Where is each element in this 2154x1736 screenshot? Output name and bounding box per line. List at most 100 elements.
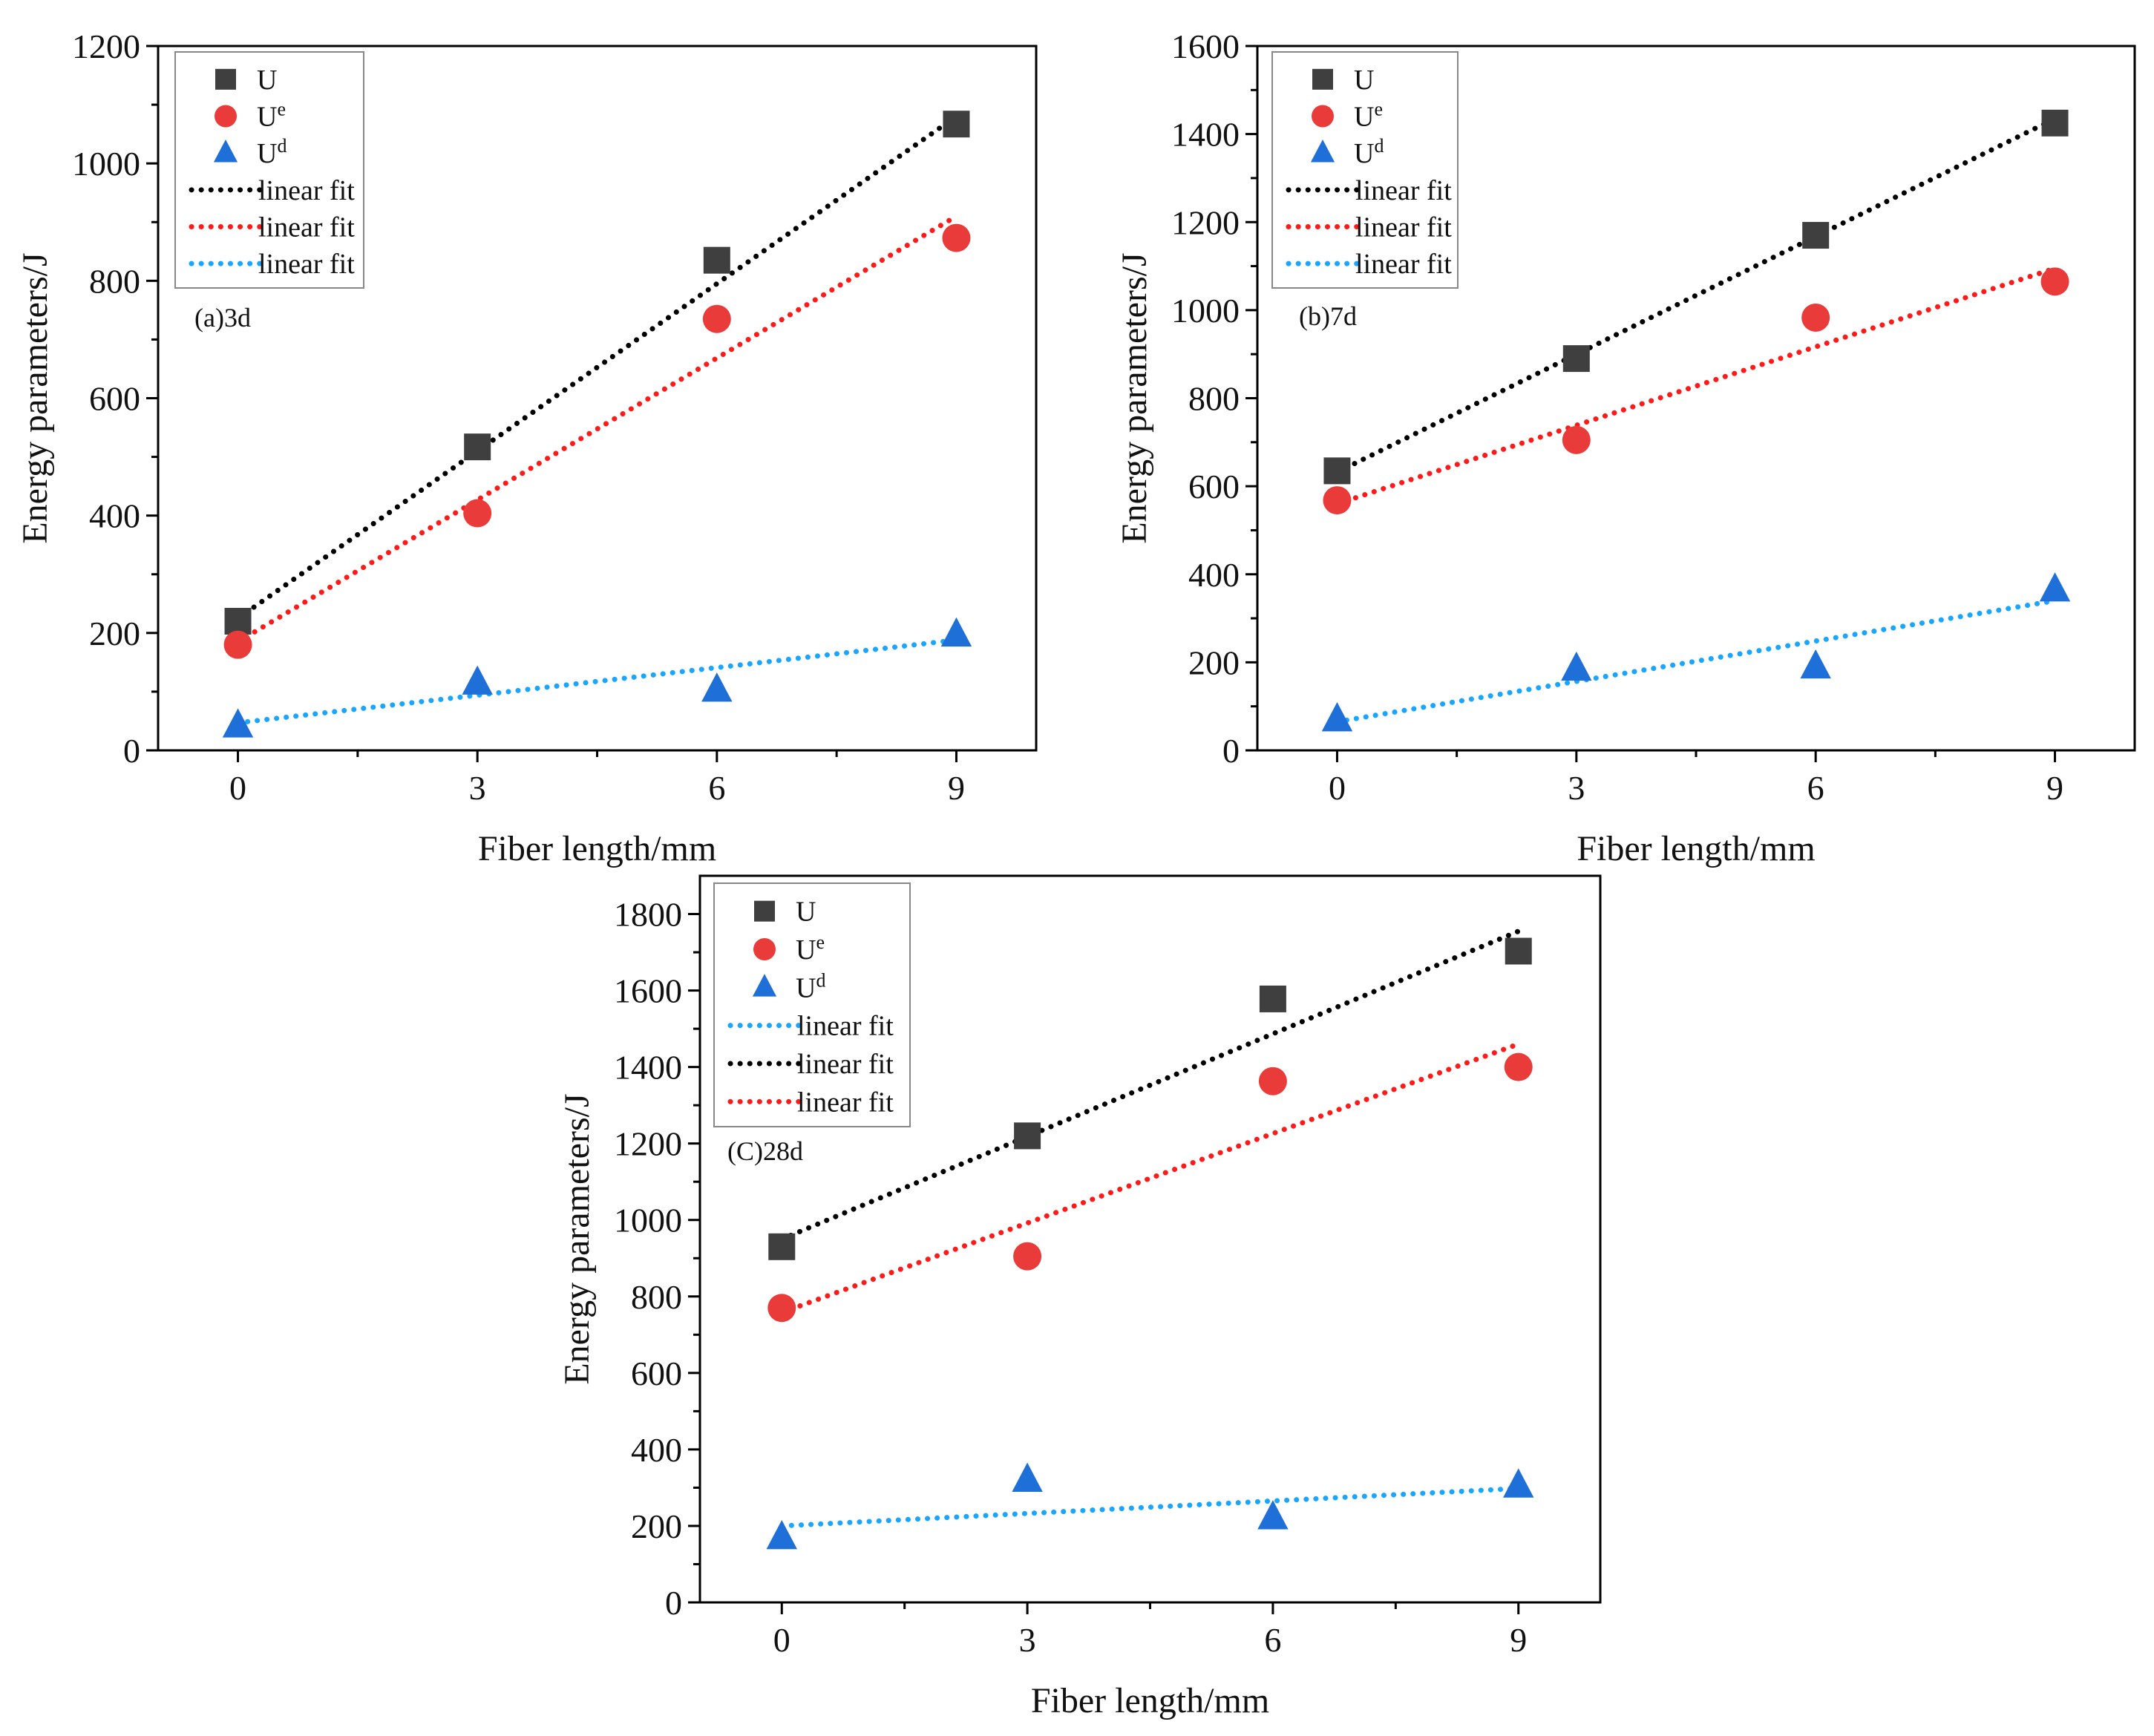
legend-label-main: U [257,138,277,169]
data-point-U [1562,345,1590,373]
legend-label-main: U [796,897,816,928]
legend-fit-label: linear fit [797,1087,894,1118]
legend-label-main: U [1354,65,1374,96]
chart-panel-b: 0 200 400 600 800 1000 1200 1400 1600 0 3 6 9 Fiber l… [1115,27,2136,868]
data-point-U [2041,109,2069,137]
legend-marker-U [1312,68,1333,90]
legend-label-main: U [796,972,816,1003]
legend-label-main: U [796,934,816,966]
legend-marker-Ud [1310,139,1335,163]
fit-line-Ud [235,637,959,726]
data-point-Ue [223,630,252,659]
x-axis-title: Fiber length/mm [1031,1681,1269,1720]
data-point-Ue [1562,425,1591,454]
legend-marker-U [754,900,775,922]
y-tick-label: 400 [1188,556,1240,594]
legend-label-main: U [257,65,277,96]
x-tick-label: 0 [229,769,246,807]
y-tick-label: 1400 [1171,116,1240,154]
data-point-U [1323,457,1351,485]
fit-line-U [1334,116,2058,475]
x-tick-label: 3 [469,769,486,807]
y-tick-label: 600 [1188,468,1240,505]
legend-box [713,882,911,1127]
y-tick-label: 600 [631,1355,682,1392]
data-point-Ud [1257,1500,1289,1530]
y-tick-label: 800 [631,1278,682,1316]
y-axis-title: Energy parameters/J [16,252,55,543]
chart-panel-c: 0 200 400 600 800 1000 1200 1400 1600 1800 0 3 6 9 Fib… [557,874,1602,1720]
y-tick-label: 800 [89,262,140,300]
panel-label: (C)28d [727,1136,803,1166]
legend-box [174,51,364,289]
legend-marker-Ue [215,105,237,128]
legend-fit-label: linear fit [1355,175,1452,206]
data-point-Ud [222,708,254,738]
data-point-U [464,433,491,461]
legend-label: U [257,65,277,96]
data-point-Ud [2039,572,2071,602]
legend-marker-U [215,68,236,90]
fit-line-Ue [779,1041,1522,1315]
data-point-Ud [1561,651,1592,681]
data-point-Ud [1800,649,1831,679]
legend-label-sup: d [1374,135,1384,157]
y-tick-label: 1600 [614,972,682,1010]
data-point-Ue [1801,303,1830,332]
y-tick-label: 400 [89,497,140,535]
y-tick-label: 1200 [72,27,140,65]
y-tick-label: 400 [631,1431,682,1469]
y-tick-label: 0 [1222,732,1240,770]
fit-line-Ue [235,213,959,645]
legend-fit-label: linear fit [797,1011,894,1042]
y-tick-label: 800 [1188,380,1240,418]
data-point-Ud [1503,1468,1534,1498]
legend-label: Ue [1354,99,1383,133]
data-point-U [1505,937,1532,965]
y-tick-label: 1200 [614,1125,682,1163]
y-tick-label: 200 [89,615,140,652]
y-axis-title: Energy parameters/J [1115,252,1154,543]
legend-label: U [1354,65,1374,96]
legend-fit-label: linear fit [258,175,355,206]
x-tick-label: 0 [1329,769,1346,807]
y-tick-label: 200 [631,1507,682,1545]
data-point-Ud [940,617,972,647]
legend-marker-Ue [753,938,776,960]
y-tick-label: 0 [123,732,140,770]
data-point-Ud [701,672,733,702]
data-point-U [1259,985,1286,1012]
data-point-U [768,1233,796,1260]
y-tick-label: 1000 [614,1202,682,1239]
legend-fit-label: linear fit [1355,212,1452,243]
legend-label: Ue [257,99,286,133]
y-tick-label: 1600 [1171,27,1240,65]
legend-label-sup: e [277,99,286,120]
y-tick-label: 1200 [1171,203,1240,241]
chart-panel-a: 0 200 400 600 800 1000 1200 0 3 6 9 Fiber length/mm… [16,27,1038,868]
data-point-Ud [1012,1462,1043,1492]
data-point-Ud [766,1519,797,1550]
x-tick-label: 6 [1807,769,1824,807]
y-tick-label: 1000 [1171,292,1240,330]
data-point-U [943,111,970,138]
x-tick-label: 9 [1510,1621,1527,1659]
legend-fit-label: linear fit [797,1049,894,1080]
panel-label: (b)7d [1299,301,1357,331]
y-tick-label: 1400 [614,1049,682,1087]
legend-label-sup: d [277,135,287,157]
legend-fit-label: linear fit [1355,249,1452,280]
legend-box [1271,51,1459,289]
legend-label-main: U [257,102,277,133]
x-tick-label: 9 [2046,769,2063,807]
x-axis-title: Fiber length/mm [478,829,716,868]
legend-marker-Ud [213,139,238,163]
x-tick-label: 6 [708,769,725,807]
legend-label-main: U [1354,102,1374,133]
legend-marker-Ue [1312,105,1334,128]
data-point-Ud [462,665,493,695]
